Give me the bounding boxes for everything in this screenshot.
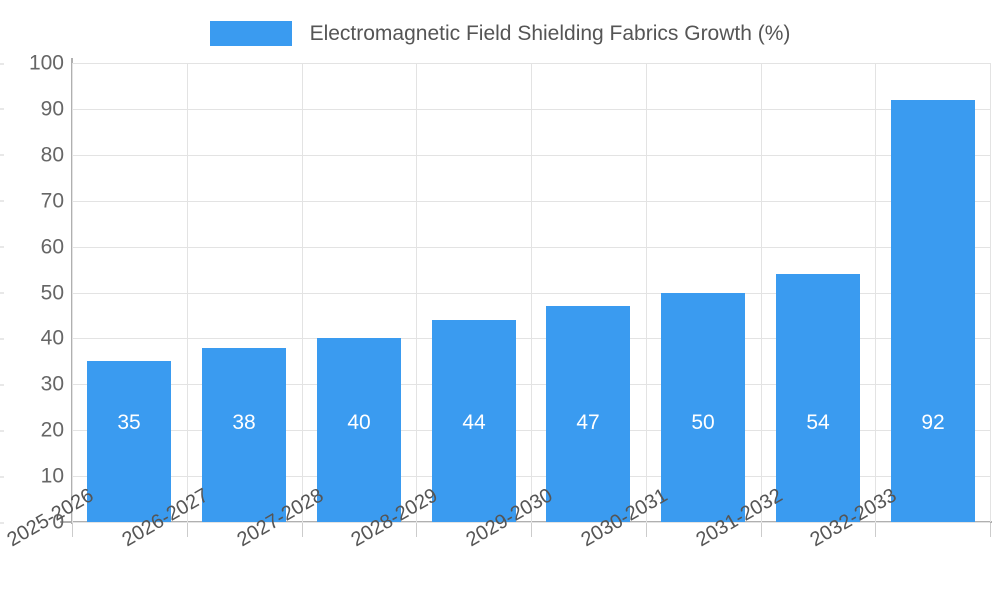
y-axis-tick-mark xyxy=(0,522,4,523)
x-axis-tick-mark xyxy=(990,523,991,537)
gridline-vertical xyxy=(646,63,647,522)
bar-value-label: 44 xyxy=(462,411,486,434)
gridline-vertical xyxy=(416,63,417,522)
bar-value-label: 50 xyxy=(691,411,715,434)
y-axis-tick-mark xyxy=(0,430,4,432)
bar[interactable]: 47 xyxy=(546,306,630,522)
chart-legend: Electromagnetic Field Shielding Fabrics … xyxy=(0,14,1000,52)
y-axis-tick-label: 50 xyxy=(0,282,64,303)
bar-value-label: 92 xyxy=(921,411,945,434)
gridline-vertical xyxy=(761,63,762,522)
bar[interactable]: 35 xyxy=(87,361,171,522)
gridline-horizontal xyxy=(72,522,990,523)
bar[interactable]: 40 xyxy=(317,338,401,522)
legend-item-label: Electromagnetic Field Shielding Fabrics … xyxy=(309,21,791,45)
gridline-vertical xyxy=(302,63,303,522)
y-axis-tick-mark xyxy=(0,108,4,110)
y-axis-tick-mark xyxy=(0,338,4,340)
gridline-vertical xyxy=(531,63,532,522)
gridline-vertical xyxy=(875,63,876,522)
gridline-vertical xyxy=(72,63,73,522)
x-axis-tick-mark xyxy=(875,523,876,537)
bar[interactable]: 92 xyxy=(891,99,975,522)
bar-value-label: 35 xyxy=(117,411,141,434)
y-axis-tick-mark xyxy=(0,154,4,156)
y-axis-tick-mark xyxy=(0,476,4,478)
y-axis-tick-label: 0 xyxy=(0,512,64,533)
y-axis-tick-mark xyxy=(0,200,4,202)
y-axis-tick-label: 80 xyxy=(0,144,64,165)
y-axis-tick-label: 20 xyxy=(0,420,64,441)
y-axis-tick-label: 90 xyxy=(0,98,64,119)
bar-value-label: 54 xyxy=(806,411,830,434)
gridline-vertical xyxy=(187,63,188,522)
y-axis-tick-mark xyxy=(0,292,4,294)
bar[interactable]: 54 xyxy=(776,274,860,522)
y-axis-tick-mark xyxy=(0,384,4,386)
legend-color-swatch-icon[interactable] xyxy=(209,20,292,46)
y-axis-tick-mark xyxy=(0,246,4,248)
bar[interactable]: 38 xyxy=(202,347,286,522)
bar-value-label: 47 xyxy=(576,411,600,434)
x-axis-tick-mark xyxy=(531,523,532,537)
bar[interactable]: 44 xyxy=(432,320,516,522)
y-axis-tick-label: 100 xyxy=(0,53,64,74)
y-axis-tick-label: 30 xyxy=(0,374,64,395)
x-axis-tick-mark xyxy=(187,523,188,537)
y-axis-tick-mark xyxy=(0,63,4,64)
gridline-vertical xyxy=(990,63,991,522)
x-axis-tick-mark xyxy=(646,523,647,537)
x-axis-tick-mark xyxy=(761,523,762,537)
x-axis-tick-mark xyxy=(72,523,73,537)
y-axis-tick-label: 10 xyxy=(0,466,64,487)
plot-area: 35 38 40 44 47 50 54 92 xyxy=(72,63,991,523)
x-axis-tick-mark xyxy=(302,523,303,537)
bar[interactable]: 50 xyxy=(661,292,745,522)
x-axis-tick-mark xyxy=(416,523,417,537)
y-axis-tick-label: 40 xyxy=(0,328,64,349)
y-axis-tick-label: 70 xyxy=(0,190,64,211)
legend-item-series-1[interactable]: Electromagnetic Field Shielding Fabrics … xyxy=(209,20,791,46)
bar-value-label: 40 xyxy=(347,411,371,434)
y-axis-tick-label: 60 xyxy=(0,236,64,257)
bar-value-label: 38 xyxy=(232,411,256,434)
